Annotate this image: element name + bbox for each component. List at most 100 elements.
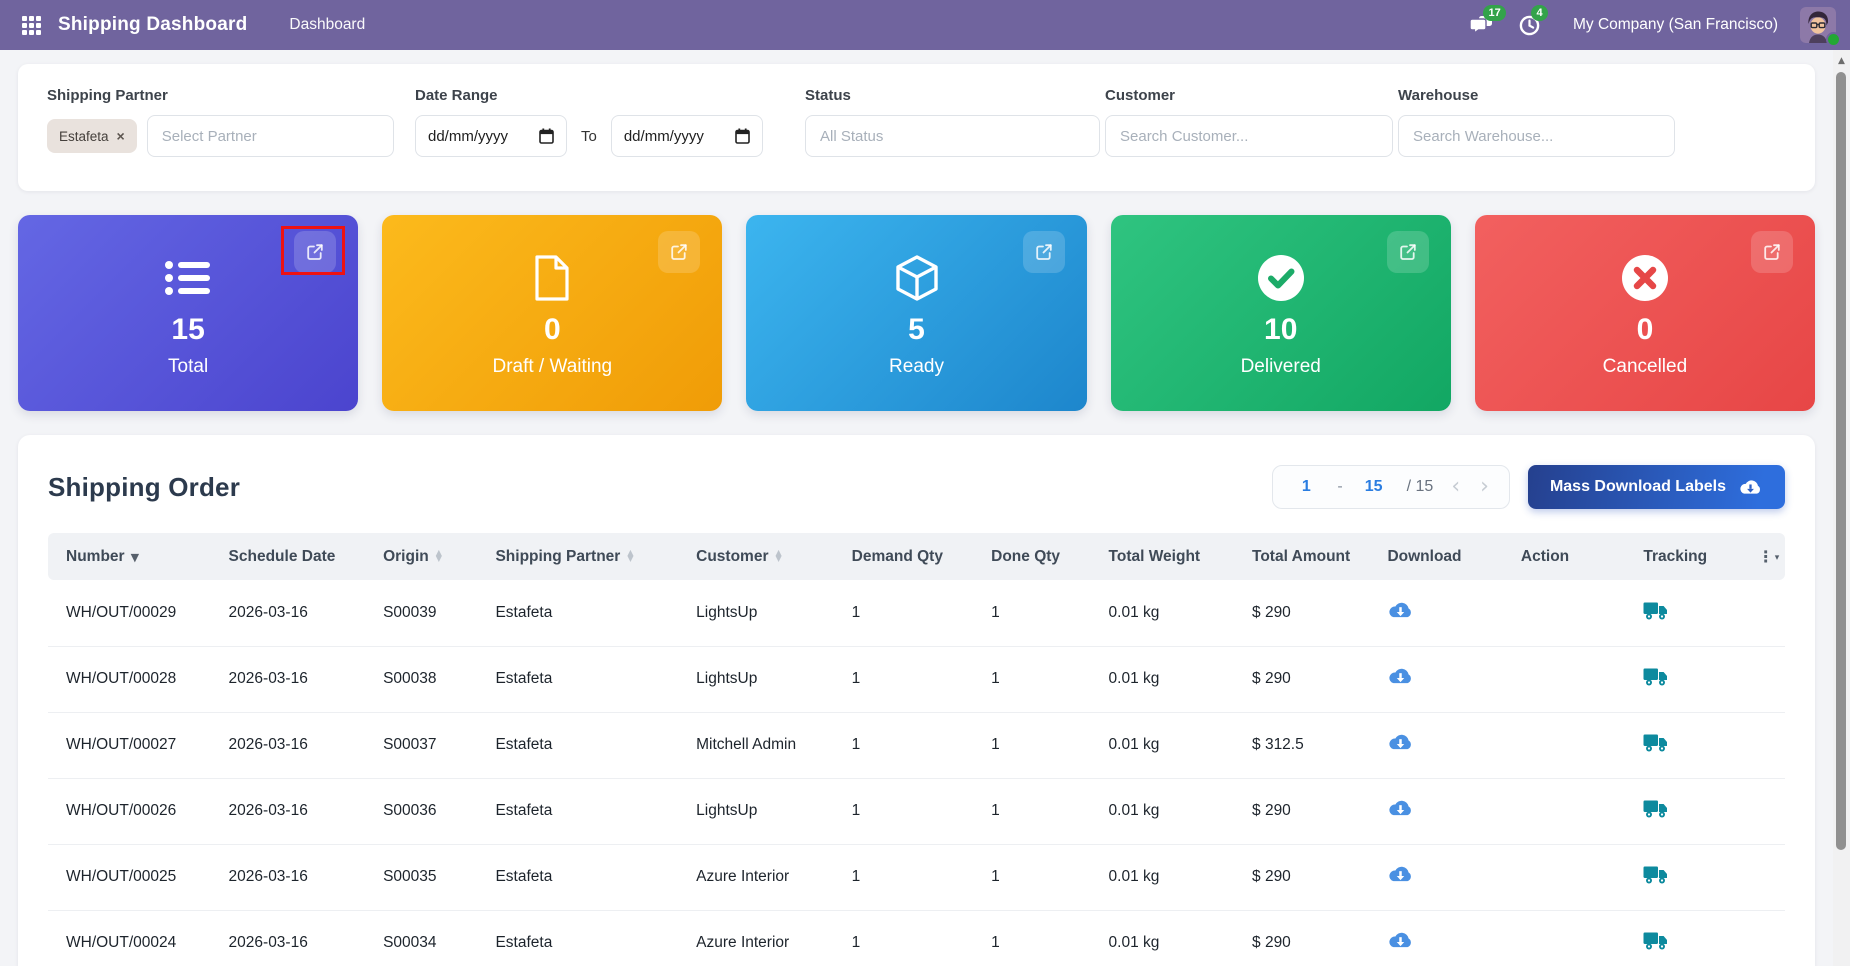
done-qty-cell: 1 — [973, 910, 1090, 966]
orders-table-body: WH/OUT/000292026-03-16S00039EstafetaLigh… — [48, 580, 1785, 966]
order-number-link[interactable]: WH/OUT/00025 — [48, 844, 211, 910]
column-options-icon[interactable]: ⋮▾ — [1758, 547, 1780, 566]
page-start-value[interactable]: 1 — [1291, 478, 1321, 496]
scrollbar-up-arrow[interactable]: ▲ — [1833, 56, 1850, 66]
download-label-icon[interactable] — [1387, 864, 1414, 885]
activities-clock-icon[interactable]: 4 — [1515, 10, 1545, 40]
row-options-cell — [1740, 910, 1785, 966]
partner-select-input[interactable] — [147, 115, 394, 157]
prev-page-icon[interactable]: ‹ — [1449, 476, 1462, 498]
done-qty-cell: 1 — [973, 712, 1090, 778]
stat-value: 0 — [1637, 315, 1654, 345]
list-icon — [164, 251, 212, 305]
status-select-input[interactable] — [805, 115, 1100, 157]
stat-label: Cancelled — [1603, 357, 1688, 376]
menu-dashboard[interactable]: Dashboard — [289, 16, 365, 34]
column-header-number[interactable]: Number▼ — [48, 533, 211, 580]
column-header-shipping-partner[interactable]: Shipping Partner▲▼ — [477, 533, 678, 580]
tracking-cell — [1625, 778, 1739, 844]
calendar-icon[interactable] — [735, 128, 750, 144]
tracking-truck-icon[interactable] — [1643, 666, 1669, 687]
demand-qty-cell: 1 — [834, 712, 973, 778]
action-cell — [1503, 910, 1625, 966]
stat-label: Total — [168, 357, 208, 376]
download-label-icon[interactable] — [1387, 666, 1414, 687]
order-number-link[interactable]: WH/OUT/00027 — [48, 712, 211, 778]
date-from-input[interactable]: dd/mm/yyyy — [415, 115, 567, 157]
customer-cell: Azure Interior — [678, 844, 834, 910]
stat-card-draft[interactable]: 0 Draft / Waiting — [382, 215, 722, 411]
tracking-truck-icon[interactable] — [1643, 732, 1669, 753]
column-header-download: Download — [1369, 533, 1502, 580]
scrollbar-thumb[interactable] — [1836, 72, 1846, 850]
x-circle-icon — [1620, 251, 1670, 305]
column-header-customer[interactable]: Customer▲▼ — [678, 533, 834, 580]
next-page-icon[interactable]: › — [1478, 476, 1491, 498]
download-label-icon[interactable] — [1387, 930, 1414, 951]
calendar-icon[interactable] — [539, 128, 554, 144]
remove-tag-icon[interactable]: × — [117, 128, 125, 144]
tracking-cell — [1625, 580, 1739, 646]
column-header-options[interactable]: ⋮▾ — [1740, 533, 1785, 580]
row-options-cell — [1740, 712, 1785, 778]
total-weight-cell: 0.01 kg — [1091, 910, 1234, 966]
sort-desc-icon[interactable]: ▼ — [131, 551, 139, 564]
shipping-partner-cell: Estafeta — [477, 844, 678, 910]
filter-warehouse: Warehouse — [1398, 87, 1675, 157]
messages-icon[interactable]: 17 — [1467, 10, 1497, 40]
mass-download-labels-button[interactable]: Mass Download Labels — [1528, 465, 1785, 509]
column-header-origin[interactable]: Origin▲▼ — [365, 533, 477, 580]
column-header-done-qty: Done Qty — [973, 533, 1090, 580]
tracking-truck-icon[interactable] — [1643, 798, 1669, 819]
page-end-value[interactable]: 15 — [1359, 478, 1389, 496]
orders-table: Number▼Schedule DateOrigin▲▼Shipping Par… — [48, 533, 1785, 966]
pagination: 1 - 15 / 15 ‹ › — [1272, 465, 1510, 509]
tracking-truck-icon[interactable] — [1643, 600, 1669, 621]
total-weight-cell: 0.01 kg — [1091, 844, 1234, 910]
origin-cell: S00037 — [365, 712, 477, 778]
app-title[interactable]: Shipping Dashboard — [58, 14, 247, 36]
filter-panel: Shipping Partner Estafeta × Date Range d… — [18, 64, 1815, 191]
external-link-icon[interactable] — [294, 231, 336, 273]
customer-cell: LightsUp — [678, 778, 834, 844]
download-label-icon[interactable] — [1387, 732, 1414, 753]
download-cell — [1369, 646, 1502, 712]
date-to-input[interactable]: dd/mm/yyyy — [611, 115, 763, 157]
company-switcher[interactable]: My Company (San Francisco) — [1573, 16, 1778, 34]
sort-icon[interactable]: ▲▼ — [776, 550, 782, 562]
order-number-link[interactable]: WH/OUT/00024 — [48, 910, 211, 966]
table-row: WH/OUT/000262026-03-16S00036EstafetaLigh… — [48, 778, 1785, 844]
apps-grid-icon[interactable] — [14, 8, 48, 42]
table-row: WH/OUT/000272026-03-16S00037EstafetaMitc… — [48, 712, 1785, 778]
download-label-icon[interactable] — [1387, 798, 1414, 819]
row-options-cell — [1740, 778, 1785, 844]
customer-search-input[interactable] — [1105, 115, 1393, 157]
tracking-truck-icon[interactable] — [1643, 864, 1669, 885]
table-row: WH/OUT/000242026-03-16S00034EstafetaAzur… — [48, 910, 1785, 966]
column-header-total-weight: Total Weight — [1091, 533, 1234, 580]
user-avatar[interactable] — [1800, 7, 1836, 43]
external-link-icon[interactable] — [1751, 231, 1793, 273]
stat-card-ready[interactable]: 5 Ready — [746, 215, 1086, 411]
order-number-link[interactable]: WH/OUT/00028 — [48, 646, 211, 712]
vertical-scrollbar[interactable]: ▲ — [1833, 50, 1850, 966]
external-link-icon[interactable] — [1023, 231, 1065, 273]
tracking-cell — [1625, 910, 1739, 966]
warehouse-search-input[interactable] — [1398, 115, 1675, 157]
pagination-total: / 15 — [1407, 478, 1434, 496]
stat-card-cancelled[interactable]: 0 Cancelled — [1475, 215, 1815, 411]
download-label-icon[interactable] — [1387, 600, 1414, 621]
external-link-icon[interactable] — [1387, 231, 1429, 273]
filter-date-range: Date Range dd/mm/yyyy To dd/mm/yyyy — [415, 87, 763, 157]
column-header-tracking: Tracking — [1625, 533, 1739, 580]
table-row: WH/OUT/000252026-03-16S00035EstafetaAzur… — [48, 844, 1785, 910]
stat-card-total[interactable]: 15 Total — [18, 215, 358, 411]
sort-icon[interactable]: ▲▼ — [436, 550, 442, 562]
order-number-link[interactable]: WH/OUT/00029 — [48, 580, 211, 646]
stat-card-delivered[interactable]: 10 Delivered — [1111, 215, 1451, 411]
sort-icon[interactable]: ▲▼ — [627, 550, 633, 562]
tracking-truck-icon[interactable] — [1643, 930, 1669, 951]
order-number-link[interactable]: WH/OUT/00026 — [48, 778, 211, 844]
external-link-icon[interactable] — [658, 231, 700, 273]
messages-count-badge: 17 — [1483, 5, 1506, 21]
